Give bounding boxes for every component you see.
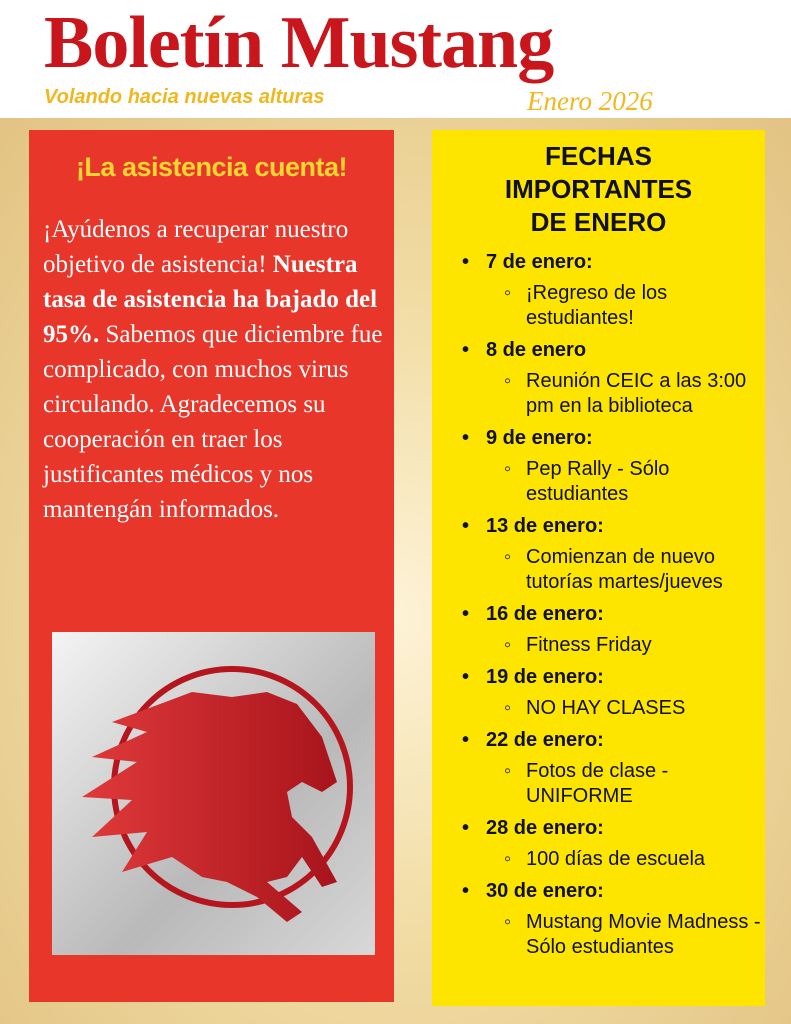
masthead: Boletín Mustang Volando hacia nuevas alt… (0, 0, 791, 118)
newsletter-title: Boletín Mustang (44, 2, 554, 84)
event-date: 22 de enero: (486, 729, 604, 751)
event-description: Fotos de clase - UNIFORME (486, 759, 765, 809)
important-dates-panel: FECHAS IMPORTANTES DE ENERO 7 de enero: ¡… (432, 130, 765, 1006)
mustang-logo (52, 632, 375, 955)
attendance-heading: ¡La asistencia cuenta! (75, 152, 348, 182)
attendance-text-rest: Sabemos que diciembre fue complicado, co… (43, 321, 383, 523)
event-description: 100 días de escuela (486, 847, 765, 872)
dates-heading: FECHAS IMPORTANTES DE ENERO (432, 140, 765, 239)
issue-date: Enero 2026 (527, 86, 653, 116)
tagline: Volando hacia nuevas alturas (44, 86, 325, 108)
event-description: Mustang Movie Madness - Sólo estudiantes (486, 910, 765, 960)
event-date: 7 de enero: (486, 251, 593, 273)
event-description: NO HAY CLASES (486, 696, 765, 721)
event-description: ¡Regreso de los estudiantes! (486, 281, 765, 331)
dates-heading-line: DE ENERO (530, 207, 667, 237)
event-description: Comienzan de nuevo tutorías martes/jueve… (486, 545, 765, 595)
list-item: 13 de enero: Comienzan de nuevo tutorías … (462, 513, 765, 595)
list-item: 8 de enero Reunión CEIC a las 3:00 pm en … (462, 337, 765, 419)
attendance-text-intro: ¡Ayúdenos a recuperar nuestro objetivo d… (43, 216, 349, 278)
event-date: 30 de enero: (486, 880, 604, 902)
list-item: 30 de enero: Mustang Movie Madness - Sólo… (462, 878, 765, 960)
event-date: 28 de enero: (486, 817, 604, 839)
event-date: 13 de enero: (486, 515, 604, 537)
horse-icon (82, 666, 353, 922)
list-item: 28 de enero: 100 días de escuela (462, 815, 765, 872)
list-item: 7 de enero: ¡Regreso de los estudiantes! (462, 249, 765, 331)
list-item: 16 de enero: Fitness Friday (462, 601, 765, 658)
event-description: Pep Rally - Sólo estudiantes (486, 457, 765, 507)
list-item: 9 de enero: Pep Rally - Sólo estudiantes (462, 425, 765, 507)
event-date: 19 de enero: (486, 666, 604, 688)
event-date: 8 de enero (486, 339, 587, 361)
attendance-text-bold: Nuestra tasa de asistencia ha bajado del… (43, 251, 378, 348)
attendance-text: ¡Ayúdenos a recuperar nuestro objetivo d… (43, 212, 383, 527)
list-item: 19 de enero: NO HAY CLASES (462, 664, 765, 721)
event-description: Reunión CEIC a las 3:00 pm en la bibliot… (486, 369, 765, 419)
attendance-panel: ¡La asistencia cuenta! ¡Ayúdenos a recup… (29, 130, 394, 1002)
dates-heading-line: IMPORTANTES (504, 174, 693, 204)
event-date: 9 de enero: (486, 427, 593, 449)
dates-heading-line: FECHAS (545, 141, 652, 171)
list-item: 22 de enero: Fotos de clase - UNIFORME (462, 727, 765, 809)
dates-list: 7 de enero:¡Regreso de los estudiantes! … (462, 249, 765, 960)
event-date: 16 de enero: (486, 603, 604, 625)
event-description: Fitness Friday (486, 633, 765, 658)
